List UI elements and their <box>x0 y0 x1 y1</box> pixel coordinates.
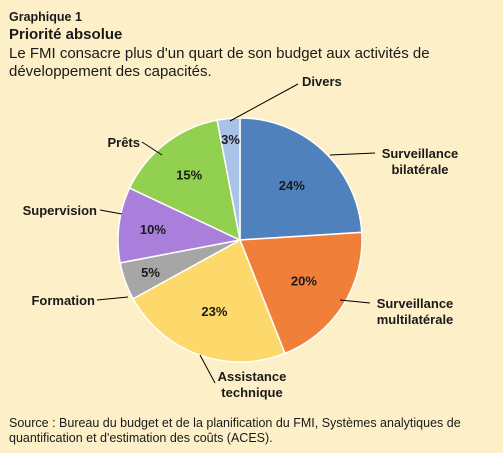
slice-value-label: 20% <box>291 274 317 289</box>
slice-category-label: Supervision <box>23 203 97 218</box>
pie-slice-assistance-technique <box>132 238 286 363</box>
leader-line <box>141 141 163 156</box>
slice-value-label: 24% <box>279 178 305 193</box>
slice-category-label: Surveillance bilatérale <box>382 146 459 177</box>
slice-value-label: 3% <box>221 132 240 147</box>
leader-line <box>339 299 371 304</box>
pie-slice-prets <box>128 119 242 242</box>
slice-category-label: Formation <box>31 293 95 308</box>
pie-slice-surveillance-bilaterale <box>239 117 363 241</box>
leader-line <box>329 152 376 156</box>
slice-value-label: 5% <box>141 265 160 280</box>
slice-value-label: 23% <box>201 304 227 319</box>
leader-line <box>229 83 299 122</box>
slice-category-label: Prêts <box>107 135 140 150</box>
pie-slice-divers <box>216 117 241 241</box>
chart-title: Priorité absolue <box>9 26 123 43</box>
pie-slice-supervision <box>117 187 243 264</box>
slice-value-label: 15% <box>176 167 202 182</box>
leader-line <box>96 296 129 301</box>
chart-subtitle: Le FMI consacre plus d'un quart de son b… <box>9 45 430 80</box>
slice-category-label: Surveillance multilatérale <box>377 296 454 327</box>
slice-value-label: 10% <box>140 222 166 237</box>
source-note: Source : Bureau du budget et de la plani… <box>9 416 461 445</box>
pie-slice-surveillance-multilaterale <box>238 231 363 355</box>
figure-number: Graphique 1 <box>9 10 82 24</box>
leader-line <box>99 209 123 215</box>
slice-category-label: Divers <box>302 74 342 89</box>
slice-category-label: Assistance technique <box>218 369 287 400</box>
leader-line <box>199 354 216 384</box>
